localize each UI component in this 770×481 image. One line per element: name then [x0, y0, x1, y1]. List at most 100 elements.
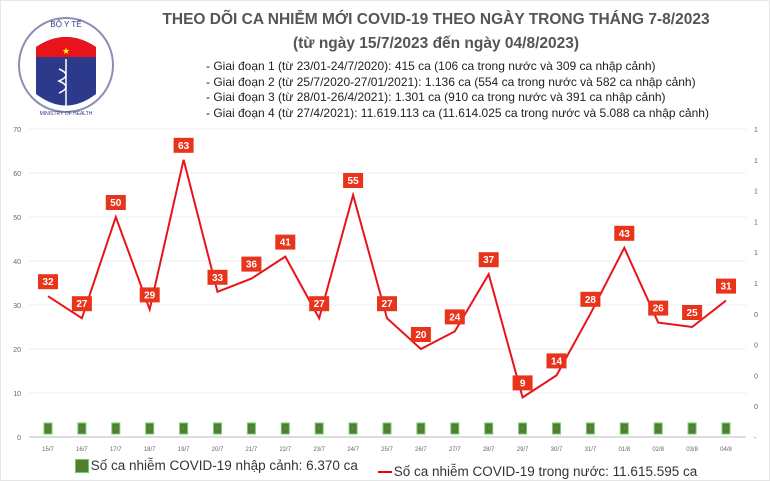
data-label-box — [377, 296, 397, 312]
data-label: 36 — [246, 260, 258, 271]
data-label: 27 — [76, 299, 88, 310]
legend-item-domestic: Số ca nhiễm COVID-19 trong nước: 11.615.… — [377, 464, 698, 479]
data-label: 41 — [280, 238, 292, 249]
data-label-box — [71, 296, 92, 312]
bar-data-label: - — [81, 426, 83, 432]
data-label: 50 — [110, 198, 122, 209]
y-tick-right: 0 — [754, 343, 758, 350]
y-tick-right: 1 — [754, 281, 758, 288]
y-tick-left: 20 — [13, 347, 21, 354]
bar-data-label: - — [217, 426, 219, 432]
bar-data-label: - — [47, 426, 49, 432]
x-tick-label: 24/7 — [347, 447, 359, 453]
data-label-box — [444, 309, 465, 325]
import-bar — [687, 422, 697, 435]
phase-notes: - Giai đoạn 1 (từ 23/01-24/7/2020): 415 … — [206, 59, 709, 121]
x-tick-label: 22/7 — [279, 447, 291, 453]
note-phase-4: - Giai đoạn 4 (từ 27/4/2021): 11.619.113… — [206, 105, 709, 120]
data-label-box — [648, 300, 669, 316]
import-bar — [111, 422, 121, 435]
ministry-of-health-logo: ★ BỘ Y TẾ MINISTRY OF HEALTH — [18, 17, 114, 117]
import-bar — [721, 422, 731, 435]
logo-text-bottom: MINISTRY OF HEALTH — [40, 111, 93, 117]
data-label: 31 — [720, 282, 732, 293]
import-bar — [552, 422, 561, 435]
import-bar — [619, 422, 629, 435]
bar-data-label: - — [318, 426, 320, 432]
import-bar — [213, 422, 222, 435]
data-label: 32 — [42, 277, 54, 288]
bar-data-label: - — [420, 426, 422, 432]
bar-data-label: - — [657, 426, 659, 432]
import-bar — [314, 422, 324, 435]
bar-data-label: - — [556, 426, 558, 432]
bar-data-label: - — [522, 426, 524, 432]
import-bar — [518, 422, 528, 435]
x-tick-label: 27/7 — [449, 447, 461, 453]
import-bar — [179, 422, 189, 435]
data-label: 26 — [653, 304, 665, 315]
y-tick-right: 0 — [754, 312, 758, 319]
y-tick-right: 0 — [754, 404, 758, 411]
y-tick-left: 10 — [13, 391, 21, 398]
x-tick-label: 17/7 — [110, 447, 122, 453]
y-tick-left: 40 — [13, 259, 21, 266]
data-label: 37 — [483, 255, 495, 266]
data-label-box — [38, 274, 58, 290]
y-tick-left: 60 — [13, 171, 21, 178]
import-bar — [348, 422, 358, 435]
import-bar — [484, 422, 494, 435]
bar-data-label: - — [386, 426, 388, 432]
data-label: 33 — [212, 273, 224, 284]
x-tick-label: 21/7 — [246, 447, 258, 453]
data-label: 9 — [520, 378, 526, 389]
y-tick-right: 1 — [754, 189, 758, 196]
import-bar — [145, 422, 155, 435]
data-label-box — [343, 173, 364, 188]
y-tick-right: 1 — [754, 158, 758, 165]
x-tick-label: 15/7 — [42, 447, 54, 453]
data-label: 20 — [415, 330, 427, 341]
data-label-box — [309, 296, 330, 312]
import-bar — [416, 422, 426, 435]
x-tick-label: 16/7 — [76, 447, 88, 453]
bar-data-label: - — [284, 426, 286, 432]
note-phase-2: - Giai đoạn 2 (từ 25/7/2020-27/01/2021):… — [206, 74, 696, 89]
import-bar — [450, 422, 460, 435]
import-bar — [653, 422, 663, 435]
import-bar — [382, 422, 392, 435]
y-tick-left: 70 — [13, 127, 21, 134]
x-tick-label: 31/7 — [585, 447, 597, 453]
data-label-box — [512, 375, 533, 391]
bar-data-label: - — [454, 426, 456, 432]
logo-text-top: BỘ Y TẾ — [50, 19, 81, 29]
bar-data-label: - — [590, 426, 592, 432]
svg-text:★: ★ — [62, 46, 70, 56]
data-label-box — [682, 305, 703, 320]
data-label-box — [614, 225, 635, 241]
legend-label-import: Số ca nhiễm COVID-19 nhập cảnh: 6.370 ca — [90, 458, 358, 473]
data-label-box — [580, 291, 601, 307]
y-tick-right: 1 — [754, 250, 758, 257]
x-tick-label: 23/7 — [313, 447, 325, 453]
bar-data-label: - — [623, 426, 625, 432]
chart-title: THEO DÕI CA NHIỄM MỚI COVID-19 THEO NGÀY… — [162, 11, 710, 28]
x-tick-label: 04/8 — [720, 447, 732, 453]
bar-data-label: - — [488, 426, 490, 432]
y-tick-left: 30 — [13, 303, 21, 310]
bar-data-label: - — [149, 426, 151, 432]
legend-swatch-line — [377, 470, 392, 473]
bar-data-label: - — [183, 426, 185, 432]
data-label: 55 — [348, 176, 360, 187]
data-label-box — [275, 234, 296, 250]
data-label: 27 — [314, 299, 326, 310]
y-tick-right: - — [754, 435, 757, 442]
y-tick-right: 1 — [754, 127, 758, 134]
data-label-box — [207, 269, 228, 285]
note-phase-3: - Giai đoạn 3 (từ 28/01-26/4/2021): 1.30… — [206, 90, 666, 104]
y-tick-left: 50 — [13, 215, 21, 222]
legend-label-domestic: Số ca nhiễm COVID-19 trong nước: 11.615.… — [393, 464, 698, 479]
import-bar — [280, 422, 290, 435]
bar-data-label: - — [115, 426, 117, 432]
